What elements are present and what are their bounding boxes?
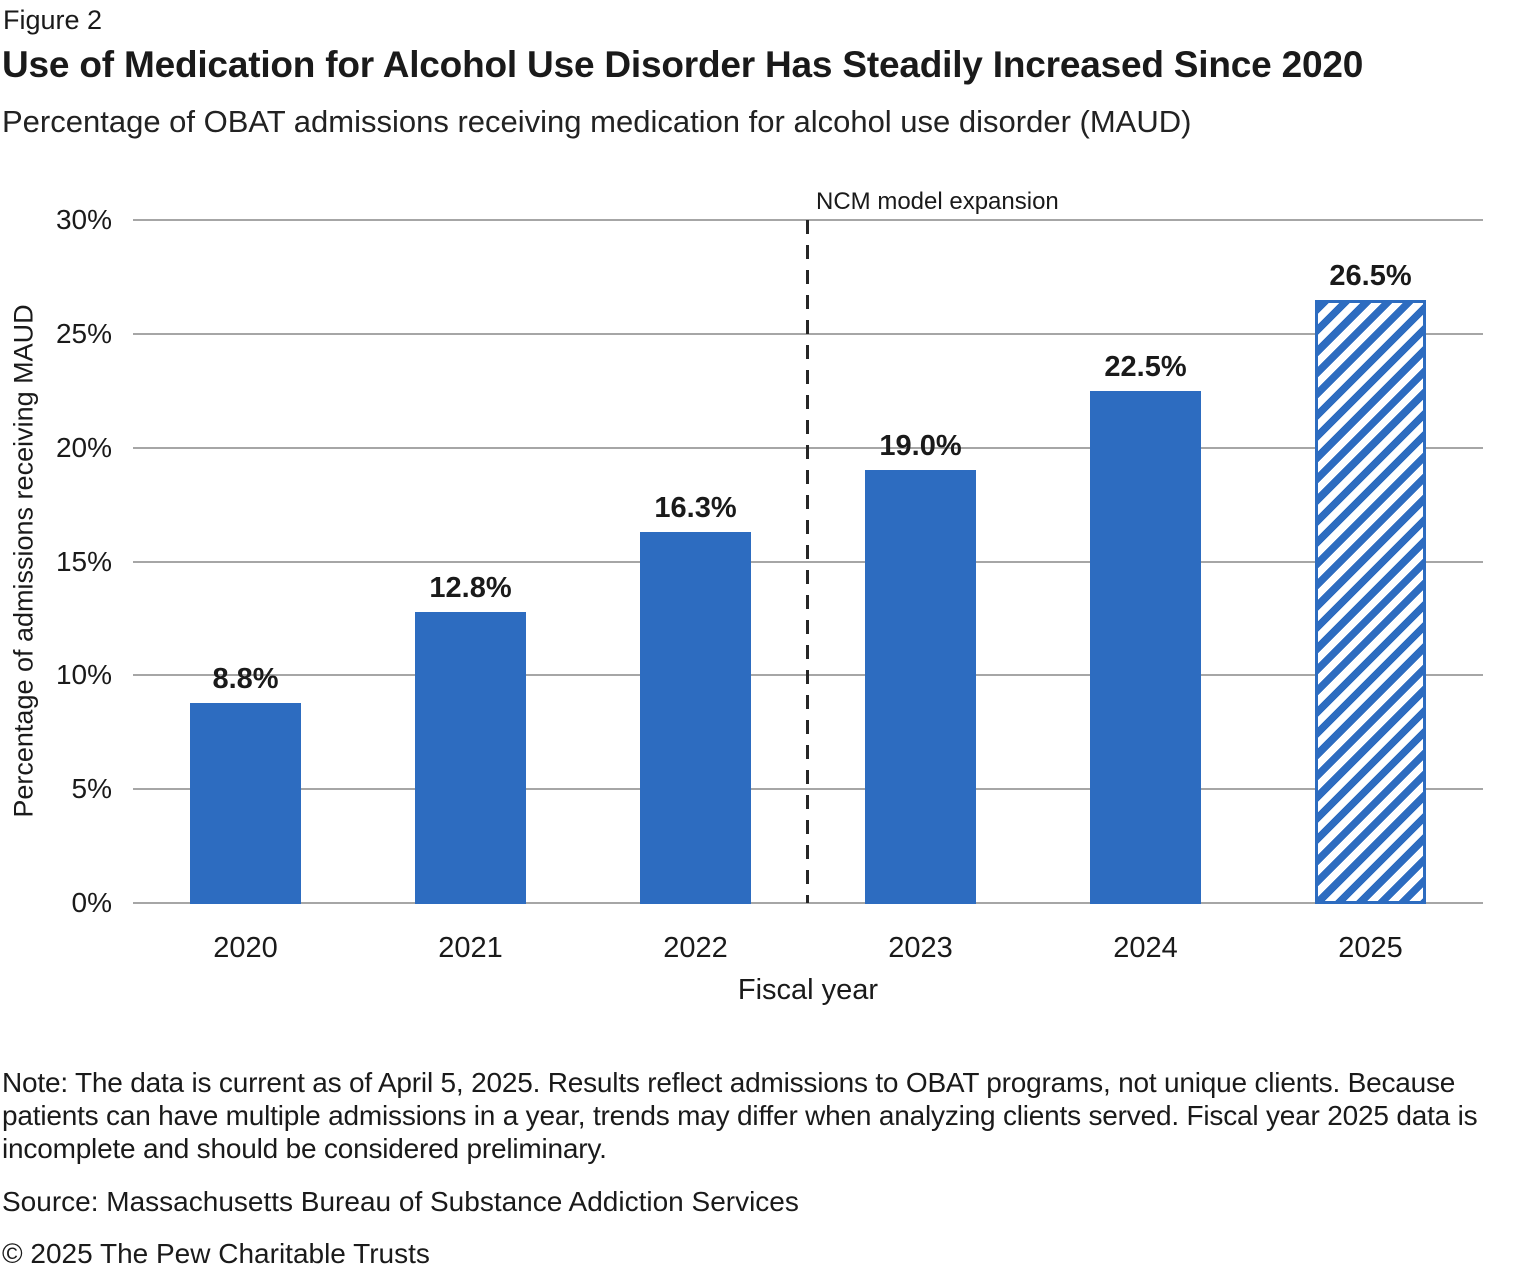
copyright-text: © 2025 The Pew Charitable Trusts bbox=[2, 1238, 430, 1269]
figure-label: Figure 2 bbox=[3, 5, 103, 35]
annotation-dashed-line bbox=[806, 220, 809, 903]
bar-value-label: 8.8% bbox=[212, 663, 279, 695]
source-text: Source: Massachusetts Bureau of Substanc… bbox=[2, 1186, 799, 1217]
x-tick-label: 2024 bbox=[1113, 932, 1178, 964]
y-tick-label: 15% bbox=[55, 546, 112, 577]
x-tick-label: 2025 bbox=[1338, 932, 1403, 964]
x-tick-label: 2020 bbox=[213, 932, 278, 964]
chart-title: Use of Medication for Alcohol Use Disord… bbox=[2, 44, 1364, 85]
note-text: Note: The data is current as of April 5,… bbox=[2, 1067, 1478, 1164]
bar-value-label: 16.3% bbox=[654, 492, 737, 524]
bar-2023 bbox=[865, 470, 976, 904]
y-tick-label: 20% bbox=[55, 432, 112, 463]
annotation-label: NCM model expansion bbox=[816, 188, 1059, 215]
bar-value-label: 19.0% bbox=[879, 430, 962, 462]
bar-2022 bbox=[640, 532, 751, 904]
y-tick-label: 30% bbox=[55, 204, 112, 235]
bar-2025 bbox=[1315, 300, 1426, 904]
bar-value-label: 22.5% bbox=[1104, 351, 1187, 383]
bar-2024 bbox=[1090, 391, 1201, 904]
y-tick-label: 25% bbox=[55, 318, 112, 349]
x-tick-label: 2023 bbox=[888, 932, 953, 964]
gridline-0% bbox=[133, 902, 1483, 904]
bar-2020 bbox=[190, 703, 301, 904]
x-tick-label: 2022 bbox=[663, 932, 728, 964]
x-axis-title: Fiscal year bbox=[737, 974, 879, 1006]
x-tick-label: 2021 bbox=[438, 932, 503, 964]
y-tick-label: 10% bbox=[55, 659, 112, 690]
y-tick-label: 5% bbox=[71, 773, 112, 804]
bar-chart: Percentage of admissions receiving MAUD … bbox=[9, 188, 1483, 1006]
bar-value-label: 12.8% bbox=[429, 572, 512, 604]
y-tick-label: 0% bbox=[71, 887, 112, 918]
bar-2021 bbox=[415, 612, 526, 904]
bar-value-label: 26.5% bbox=[1329, 260, 1412, 292]
chart-subtitle: Percentage of OBAT admissions receiving … bbox=[2, 104, 1192, 139]
